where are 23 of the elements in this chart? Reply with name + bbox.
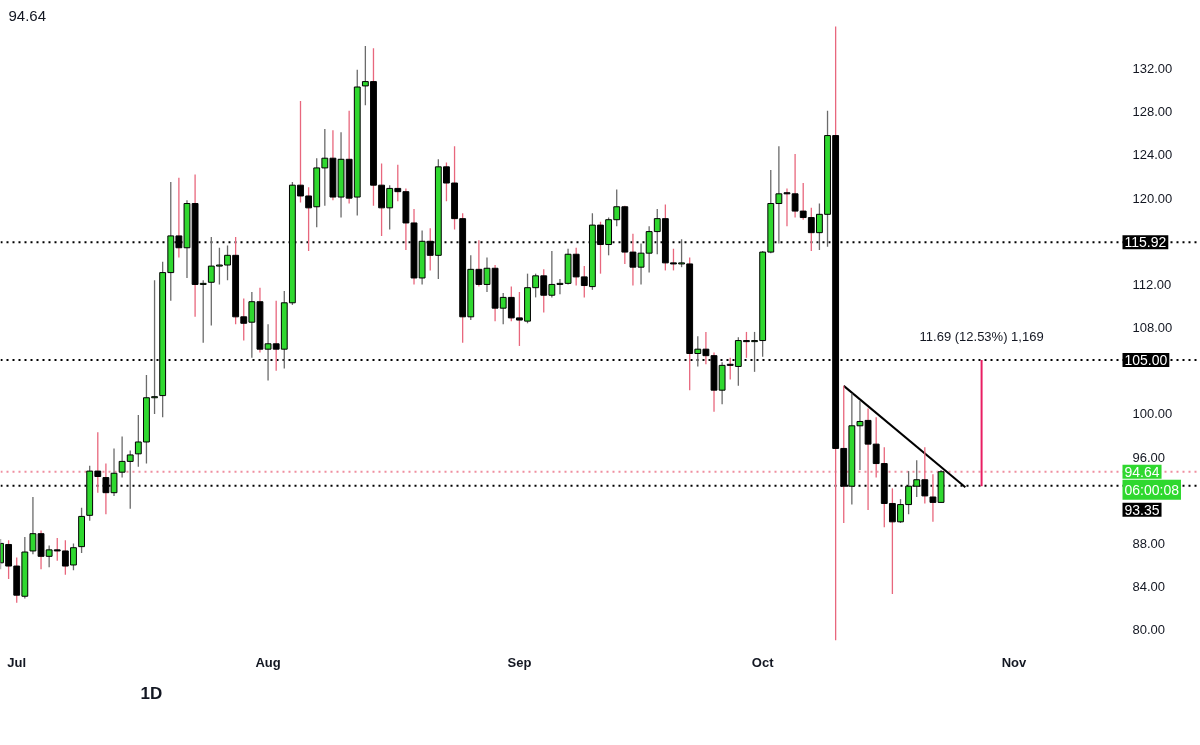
x-tick-label: Sep xyxy=(507,654,532,670)
y-tick-label: 128.00 xyxy=(1132,104,1173,120)
y-tick-label: 108.00 xyxy=(1132,320,1173,336)
ref-line-label: 93.35 xyxy=(1124,501,1160,518)
ref-line-label: 115.92 xyxy=(1124,234,1167,251)
x-tick-label: Jul xyxy=(7,654,27,670)
y-tick-label: 120.00 xyxy=(1132,190,1173,206)
x-tick-label: Oct xyxy=(751,654,775,670)
y-tick-label: 132.00 xyxy=(1132,61,1173,77)
y-tick-label: 84.00 xyxy=(1132,579,1166,595)
y-tick-label: 124.00 xyxy=(1132,147,1173,163)
annotation: 11.69 (12.53%) 1,169 xyxy=(919,328,1044,344)
x-tick-label: Nov xyxy=(1001,654,1028,670)
ref-line-label: 105.00 xyxy=(1124,351,1168,368)
y-tick-label: 100.00 xyxy=(1132,406,1173,422)
y-tick-label: 112.00 xyxy=(1132,276,1172,292)
y-tick-label: 88.00 xyxy=(1132,535,1166,551)
ref-line-label: 94.64 06:00:08 xyxy=(1124,463,1180,498)
chart-title: 94.64 xyxy=(8,6,47,24)
y-tick-label: 80.00 xyxy=(1132,622,1166,638)
x-tick-label: Aug xyxy=(255,654,281,670)
y-tick-label: 96.00 xyxy=(1132,449,1166,465)
text: 1D xyxy=(140,683,163,703)
